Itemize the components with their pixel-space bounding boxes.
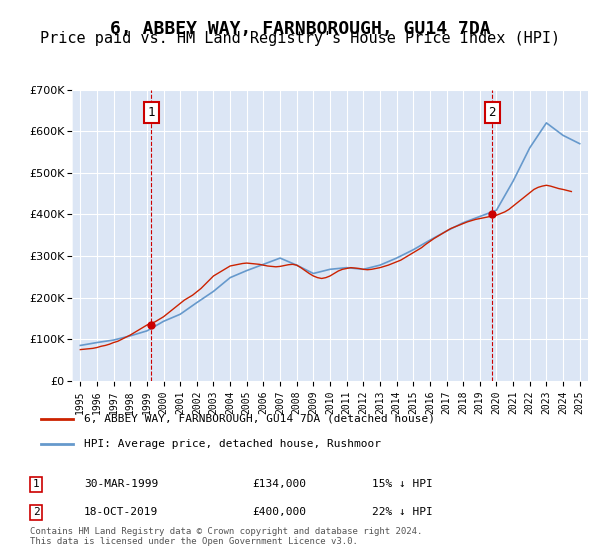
Text: 30-MAR-1999: 30-MAR-1999 bbox=[84, 479, 158, 489]
Text: 1: 1 bbox=[148, 106, 155, 119]
Text: 1: 1 bbox=[32, 479, 40, 489]
Text: 6, ABBEY WAY, FARNBOROUGH, GU14 7DA: 6, ABBEY WAY, FARNBOROUGH, GU14 7DA bbox=[110, 20, 490, 38]
Text: 22% ↓ HPI: 22% ↓ HPI bbox=[372, 507, 433, 517]
Text: 2: 2 bbox=[488, 106, 496, 119]
Text: £134,000: £134,000 bbox=[252, 479, 306, 489]
Text: £400,000: £400,000 bbox=[252, 507, 306, 517]
Text: 6, ABBEY WAY, FARNBOROUGH, GU14 7DA (detached house): 6, ABBEY WAY, FARNBOROUGH, GU14 7DA (det… bbox=[84, 414, 435, 424]
Text: Contains HM Land Registry data © Crown copyright and database right 2024.
This d: Contains HM Land Registry data © Crown c… bbox=[30, 526, 422, 546]
Text: 2: 2 bbox=[32, 507, 40, 517]
Text: 15% ↓ HPI: 15% ↓ HPI bbox=[372, 479, 433, 489]
Text: 18-OCT-2019: 18-OCT-2019 bbox=[84, 507, 158, 517]
Text: Price paid vs. HM Land Registry's House Price Index (HPI): Price paid vs. HM Land Registry's House … bbox=[40, 31, 560, 46]
Text: HPI: Average price, detached house, Rushmoor: HPI: Average price, detached house, Rush… bbox=[84, 438, 381, 449]
